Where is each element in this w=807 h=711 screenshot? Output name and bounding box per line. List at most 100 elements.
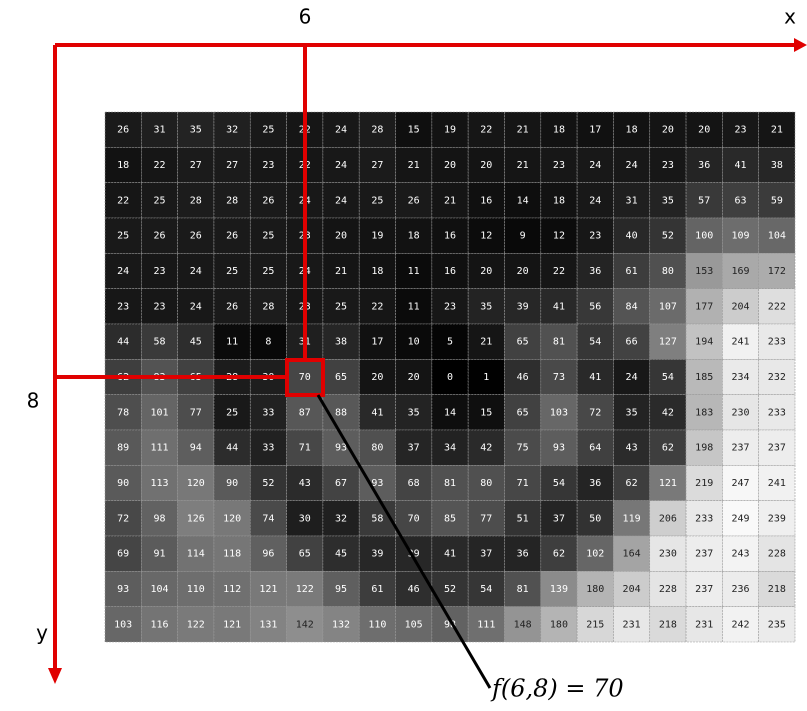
pixel-value: 20 (698, 125, 710, 136)
pixel-value: 110 (187, 584, 205, 595)
pixel-value: 26 (226, 301, 238, 312)
pixel-value: 41 (735, 160, 747, 171)
pixel-value: 54 (553, 478, 565, 489)
pixel-value: 185 (695, 372, 713, 383)
pixel-value: 40 (626, 231, 638, 242)
pixel-value: 81 (517, 584, 529, 595)
pixel-value: 21 (517, 125, 529, 136)
pixel-value: 94 (190, 443, 202, 454)
pixel-value: 88 (335, 407, 347, 418)
pixel-value: 24 (117, 266, 129, 277)
pixel-value: 25 (226, 407, 238, 418)
pixel-value: 180 (550, 619, 568, 630)
pixel-value: 236 (731, 584, 749, 595)
pixel-value: 62 (553, 549, 565, 560)
pixel-value: 72 (589, 407, 601, 418)
pixel-value: 21 (517, 160, 529, 171)
pixel-value: 25 (262, 231, 274, 242)
pixel-value: 23 (662, 160, 674, 171)
pixel-value: 23 (735, 125, 747, 136)
pixel-value: 24 (190, 266, 202, 277)
pixel-value: 32 (335, 513, 347, 524)
pixel-value: 67 (335, 478, 347, 489)
pixel-value: 52 (444, 584, 456, 595)
pixel-value: 36 (589, 266, 601, 277)
pixel-value: 21 (408, 160, 420, 171)
pixel-value: 45 (335, 549, 347, 560)
pixel-value: 142 (296, 619, 314, 630)
pixel-value: 28 (262, 301, 274, 312)
pixel-value: 26 (226, 231, 238, 242)
pixel-value: 233 (695, 513, 713, 524)
pixel-value: 21 (335, 266, 347, 277)
pixel-value: 21 (444, 195, 456, 206)
pixel-value: 72 (117, 513, 129, 524)
pixel-value: 84 (626, 301, 638, 312)
pixel-value: 194 (695, 337, 713, 348)
pixel-value: 235 (768, 619, 786, 630)
pixel-value: 95 (335, 584, 347, 595)
pixel-value: 104 (150, 584, 168, 595)
pixel-value: 20 (371, 372, 383, 383)
pixel-value: 61 (371, 584, 383, 595)
pixel-value: 42 (480, 443, 492, 454)
pixel-value: 20 (480, 266, 492, 277)
pixel-value: 16 (444, 231, 456, 242)
pixel-value: 23 (153, 266, 165, 277)
pixel-value: 237 (695, 549, 713, 560)
pixel-value: 233 (768, 407, 786, 418)
pixel-value: 34 (444, 443, 456, 454)
pixel-value: 24 (589, 160, 601, 171)
pixel-value: 169 (731, 266, 749, 277)
pixel-value: 39 (517, 301, 529, 312)
pixel-value: 42 (662, 407, 674, 418)
pixel-value: 65 (517, 337, 529, 348)
pixel-value: 237 (731, 443, 749, 454)
pixel-value: 20 (335, 231, 347, 242)
pixel-value: 228 (659, 584, 677, 595)
pixel-value: 26 (117, 125, 129, 136)
pixel-value: 43 (626, 443, 638, 454)
pixel-value: 0 (447, 372, 453, 383)
pixel-value: 62 (662, 443, 674, 454)
pixel-value: 18 (553, 125, 565, 136)
x-arrowhead (794, 38, 807, 52)
pixel-value: 56 (589, 301, 601, 312)
pixel-value: 23 (153, 301, 165, 312)
pixel-value: 204 (623, 584, 641, 595)
pixel-value: 118 (223, 549, 241, 560)
pixel-value: 247 (731, 478, 749, 489)
column-index-label: 6 (299, 5, 312, 29)
pixel-value: 232 (768, 372, 786, 383)
pixel-value: 112 (223, 584, 241, 595)
pixel-value: 16 (444, 266, 456, 277)
pixel-value: 222 (768, 301, 786, 312)
pixel-value: 35 (662, 195, 674, 206)
pixel-value: 90 (226, 478, 238, 489)
pixel-value: 102 (586, 549, 604, 560)
pixel-value: 237 (768, 443, 786, 454)
pixel-value: 70 (408, 513, 420, 524)
pixel-value: 62 (626, 478, 638, 489)
pixel-value: 105 (405, 619, 423, 630)
pixel-value: 22 (117, 195, 129, 206)
pixel-value: 65 (335, 372, 347, 383)
pixel-value: 19 (444, 125, 456, 136)
pixel-value: 70 (299, 372, 311, 383)
pixel-value: 148 (514, 619, 532, 630)
pixel-value: 25 (117, 231, 129, 242)
pixel-value: 54 (589, 337, 601, 348)
pixel-value: 126 (187, 513, 205, 524)
pixel-value: 234 (731, 372, 749, 383)
pixel-value: 107 (659, 301, 677, 312)
pixel-value: 35 (626, 407, 638, 418)
pixel-value: 241 (731, 337, 749, 348)
pixel-value: 215 (586, 619, 604, 630)
pixel-value: 27 (371, 160, 383, 171)
pixel-value: 18 (117, 160, 129, 171)
pixel-value: 122 (296, 584, 314, 595)
pixel-value: 85 (444, 513, 456, 524)
pixel-value: 164 (623, 549, 641, 560)
pixel-value: 20 (517, 266, 529, 277)
pixel-value: 18 (408, 231, 420, 242)
